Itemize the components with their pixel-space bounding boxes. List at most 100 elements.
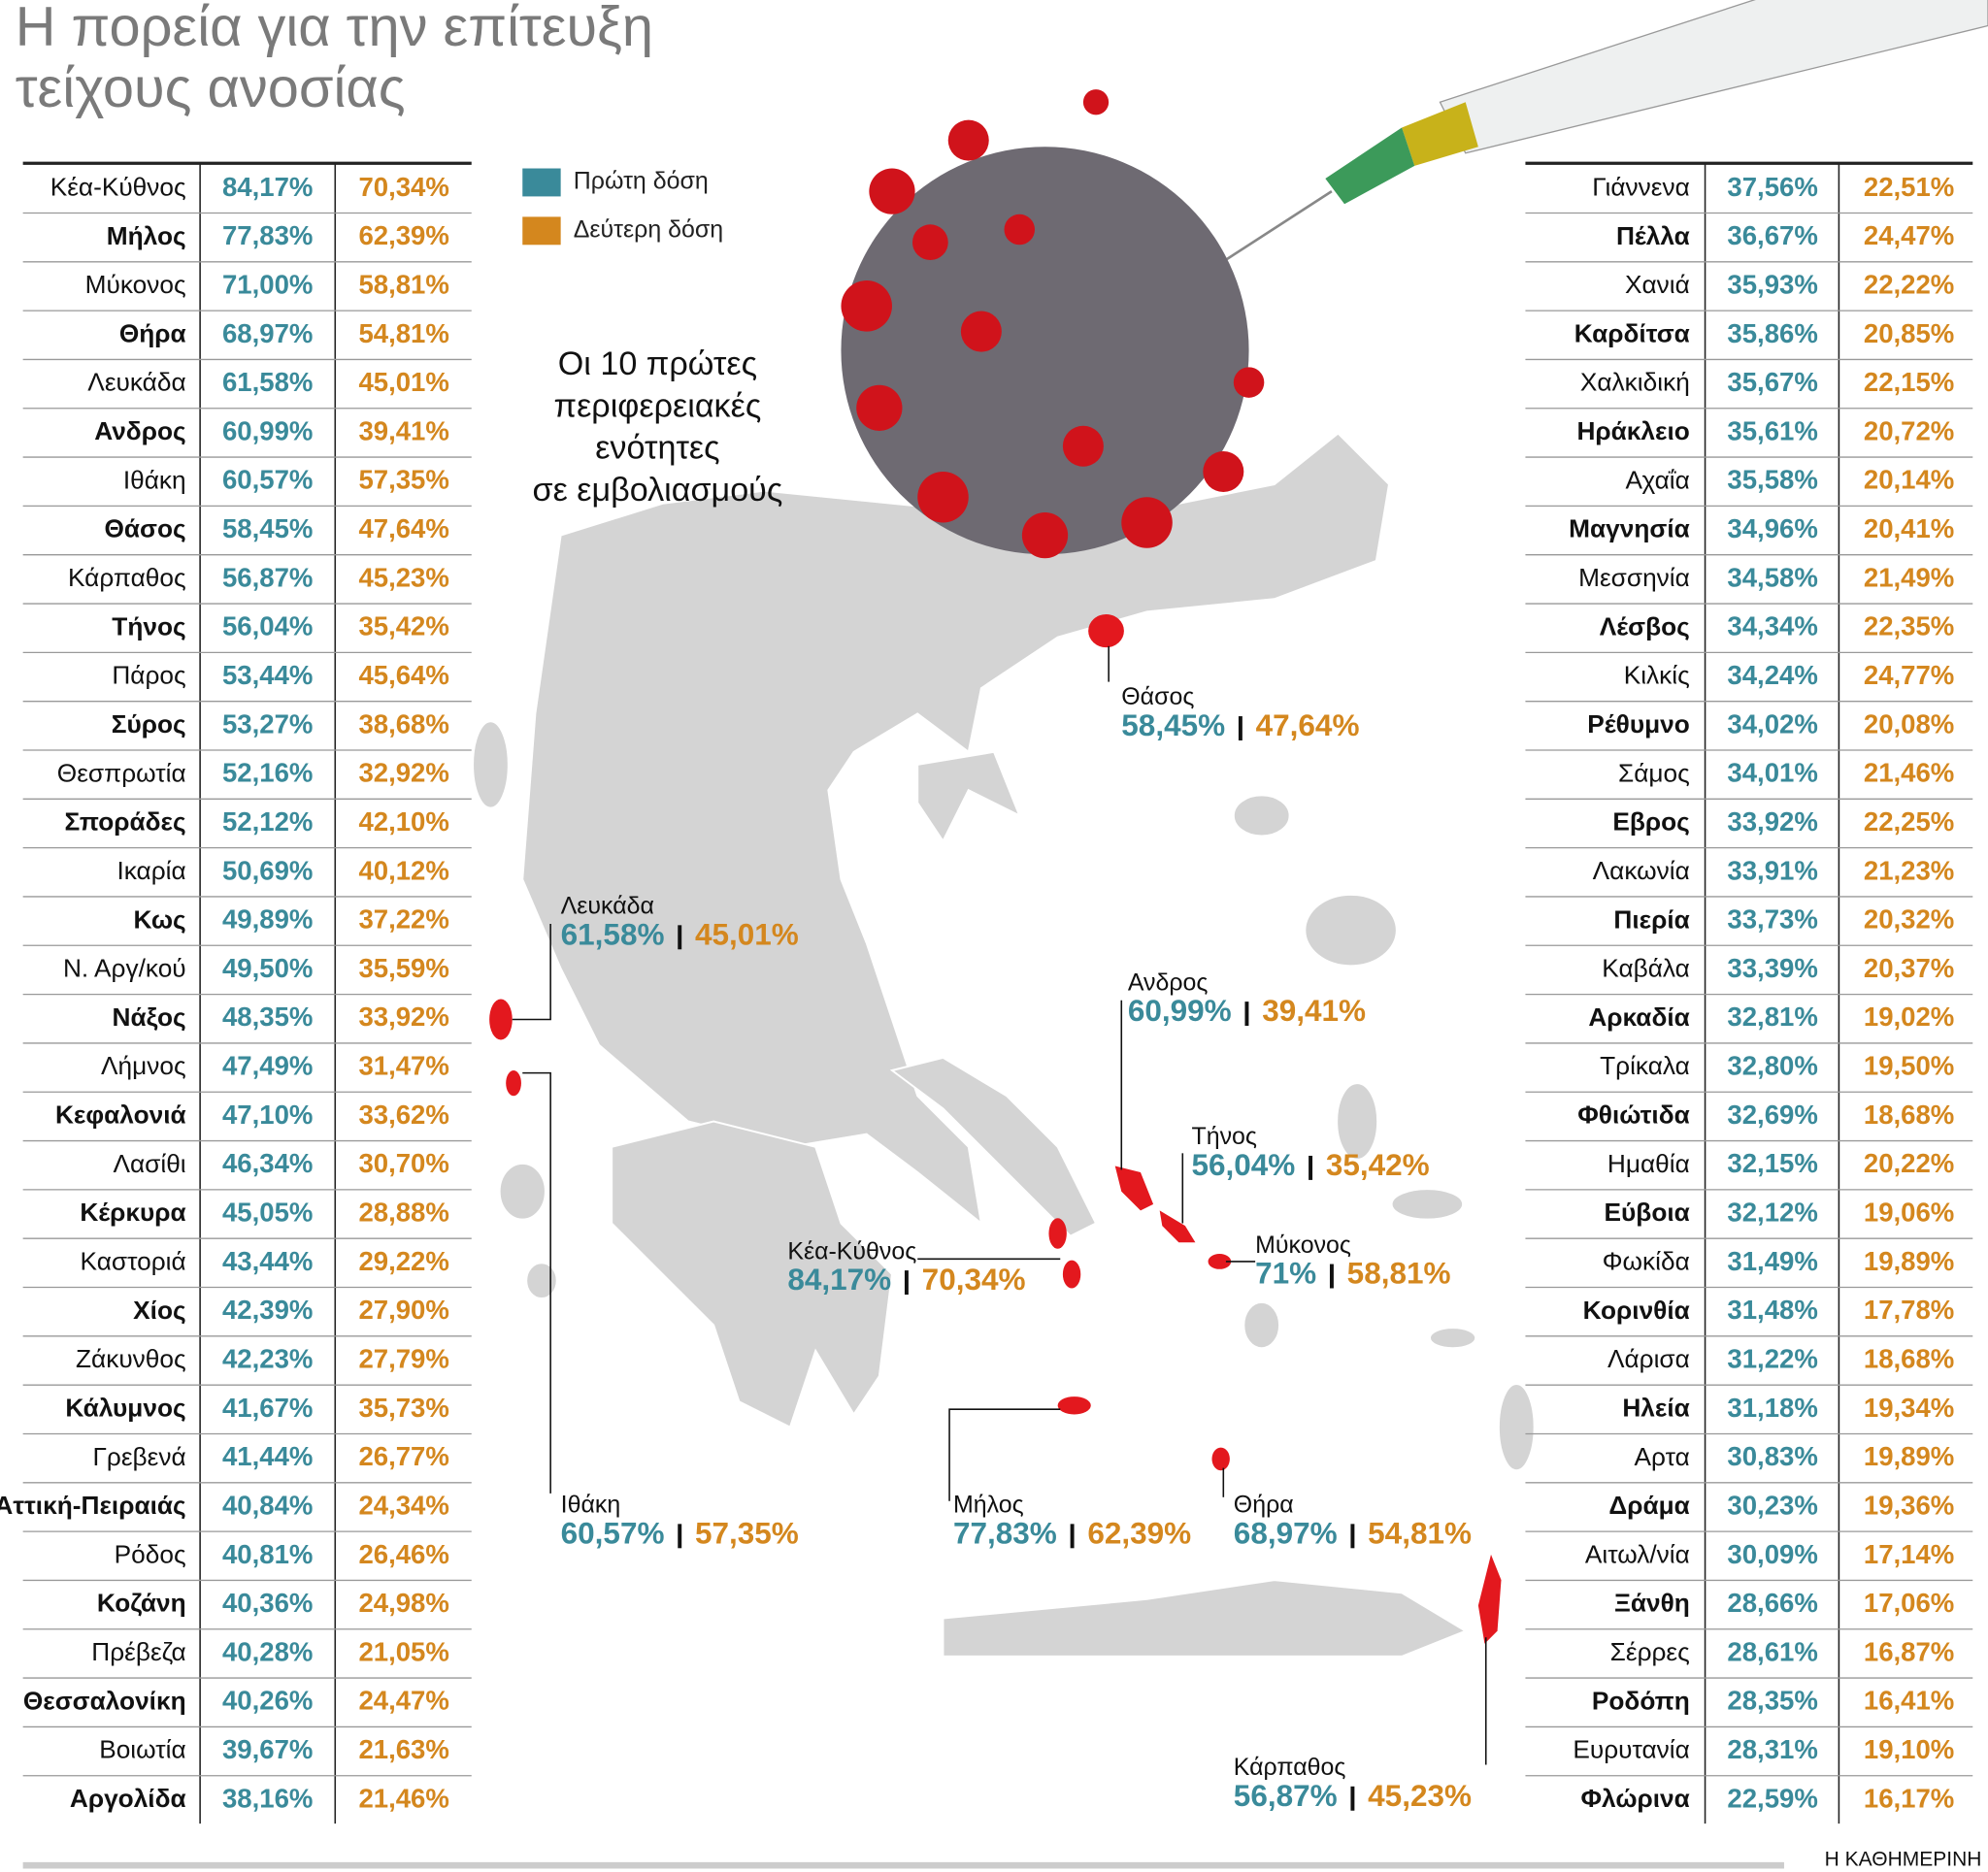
row-name: Πάρος [112, 661, 185, 690]
spike [1021, 511, 1069, 559]
crete [942, 1579, 1468, 1658]
second-dose: 19,89% [1864, 1246, 1954, 1276]
row-name: Κάλυμνος [65, 1393, 185, 1422]
row-name: Σάμος [1618, 758, 1690, 787]
second-dose: 47,64% [358, 513, 448, 543]
map-label-second: 54,81% [1368, 1516, 1472, 1551]
map-label-second: 47,64% [1256, 707, 1360, 742]
lesvos [1304, 893, 1398, 968]
leader-lines [512, 645, 1487, 1765]
row-name: Φλώρινα [1581, 1784, 1690, 1813]
second-dose: 58,81% [358, 269, 448, 299]
island [1088, 614, 1124, 648]
second-dose: 26,46% [358, 1539, 448, 1569]
second-dose: 18,68% [1864, 1100, 1954, 1130]
second-dose: 33,62% [358, 1100, 448, 1130]
first-dose: 28,31% [1727, 1734, 1817, 1764]
island [1114, 1166, 1154, 1211]
second-dose: 21,46% [358, 1783, 448, 1813]
first-dose: 32,69% [1727, 1100, 1817, 1130]
first-dose: 28,66% [1727, 1588, 1817, 1618]
row-name: Κιλκίς [1624, 661, 1690, 690]
second-dose: 24,77% [1864, 660, 1954, 690]
second-dose: 21,23% [1864, 855, 1954, 885]
first-dose: 34,02% [1727, 708, 1817, 739]
second-dose: 17,06% [1864, 1588, 1954, 1618]
map-label-first: 61,58% [561, 916, 665, 951]
row-name: Ηλεία [1622, 1393, 1689, 1422]
row-name: Χίος [133, 1296, 186, 1325]
first-dose: 35,58% [1727, 465, 1817, 495]
second-dose: 22,35% [1864, 611, 1954, 641]
naxos [1242, 1300, 1281, 1350]
second-dose: 35,42% [358, 611, 448, 641]
row-name: Πέλλα [1616, 221, 1690, 250]
second-dose: 19,34% [1864, 1393, 1954, 1423]
first-dose: 71,00% [222, 269, 313, 299]
spike [960, 311, 1002, 352]
row-name: Τήνος [112, 611, 185, 640]
first-dose: 38,16% [222, 1783, 313, 1813]
first-dose: 49,50% [222, 953, 313, 983]
first-dose: 32,80% [1727, 1051, 1817, 1081]
map-label-second: 57,35% [695, 1516, 799, 1551]
map-label-name: Θήρα [1234, 1492, 1294, 1519]
legend-label: Δεύτερη δόση [574, 215, 723, 243]
row-name: Λακωνία [1593, 856, 1690, 885]
syringe-needle [1222, 190, 1333, 263]
island [1048, 1218, 1067, 1249]
second-dose: 21,05% [358, 1636, 448, 1666]
first-dose: 22,59% [1727, 1783, 1817, 1813]
island [1062, 1260, 1081, 1289]
leader-line [512, 924, 551, 1021]
first-dose: 58,45% [222, 513, 313, 543]
second-dose: 22,15% [1864, 367, 1954, 397]
island [1477, 1554, 1502, 1644]
first-dose: 34,58% [1727, 562, 1817, 592]
first-dose: 47,10% [222, 1100, 313, 1130]
row-name: Φθιώτιδα [1577, 1100, 1690, 1130]
map-label-second: 45,23% [1368, 1778, 1472, 1813]
first-dose: 37,56% [1727, 172, 1817, 202]
first-dose: 30,23% [1727, 1490, 1817, 1520]
first-dose: 33,73% [1727, 904, 1817, 935]
first-dose: 40,26% [222, 1686, 313, 1716]
map-label-first: 60,57% [561, 1516, 665, 1551]
first-dose: 41,67% [222, 1393, 313, 1423]
first-dose: 84,17% [222, 172, 313, 202]
second-dose: 45,64% [358, 660, 448, 690]
first-dose: 47,49% [222, 1051, 313, 1081]
spike [1004, 213, 1036, 246]
second-dose: 28,88% [358, 1198, 448, 1228]
map-label-second: 62,39% [1087, 1516, 1191, 1551]
spike [856, 384, 903, 431]
row-name: Βοιωτία [99, 1735, 185, 1764]
row-name: Σέρρες [1610, 1637, 1690, 1666]
row-name: Φωκίδα [1603, 1247, 1690, 1276]
second-dose: 38,68% [358, 708, 448, 739]
map-label-first: 68,97% [1234, 1516, 1338, 1551]
syringe-barrel [1439, 0, 1988, 154]
first-dose: 32,15% [1727, 1148, 1817, 1178]
note: ενότητες [595, 430, 719, 467]
second-dose: 24,98% [358, 1588, 448, 1618]
map-label-name: Ιθάκη [561, 1492, 621, 1519]
map-label-first: 56,04% [1191, 1147, 1295, 1182]
row-name: Γρεβενά [92, 1442, 185, 1471]
note: περιφερειακές [554, 387, 762, 424]
kos [1429, 1327, 1477, 1350]
first-dose: 61,58% [222, 367, 313, 397]
row-name: Ευρυτανία [1573, 1735, 1689, 1764]
row-name: Χαλκιδική [1580, 368, 1690, 397]
row-name: Εύβοια [1605, 1198, 1690, 1227]
second-dose: 22,25% [1864, 806, 1954, 837]
second-dose: 22,22% [1864, 269, 1954, 299]
second-dose: 39,41% [358, 415, 448, 445]
title: τείχους ανοσίας [16, 57, 406, 119]
row-name: Ροδόπη [1592, 1686, 1690, 1715]
row-name: Χανιά [1625, 270, 1690, 299]
first-dose: 30,09% [1727, 1539, 1817, 1569]
spike [947, 119, 989, 161]
row-name: Πρέβεζα [91, 1637, 185, 1666]
